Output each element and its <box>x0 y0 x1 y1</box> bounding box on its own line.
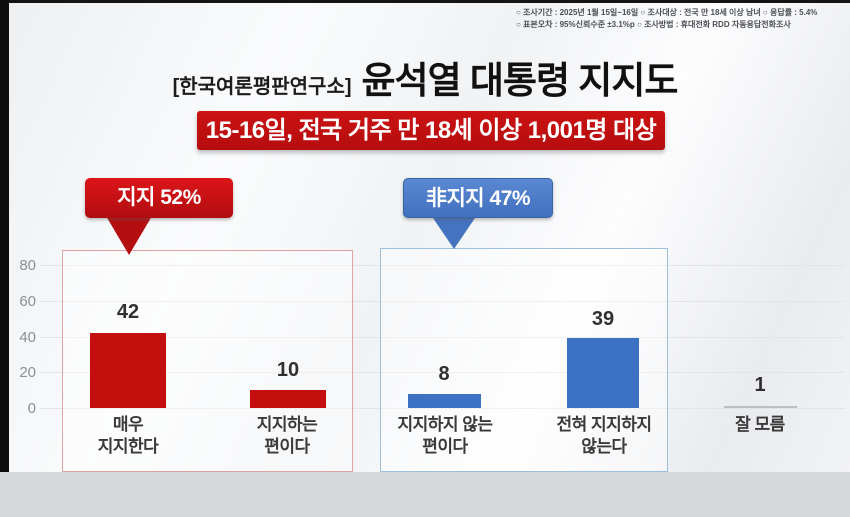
page-title: 윤석열 대통령 지지도 <box>361 60 679 101</box>
ytick-80: 80 <box>19 257 36 274</box>
bar-somewhat-support <box>250 390 326 408</box>
ytick-60: 60 <box>19 293 36 310</box>
category-label: 지지하는 편이다 <box>256 415 318 456</box>
category-label: 잘 모름 <box>735 415 785 434</box>
bar-somewhat-oppose <box>408 393 481 408</box>
value-label: 8 <box>438 363 450 385</box>
support-callout-pointer <box>106 216 152 255</box>
bar-dont-know <box>724 405 797 408</box>
bar-strongly-support <box>90 333 166 408</box>
value-label: 42 <box>116 301 140 323</box>
bottom-gray-band <box>0 472 850 517</box>
category-label: 전혀 지지하지 않는다 <box>556 415 652 456</box>
bar-strongly-oppose <box>567 338 639 408</box>
pollster-name: [한국여론평판연구소] <box>172 76 352 98</box>
survey-methodology-note: ○ 조사기간 : 2025년 1월 15일~16일 ○ 조사대상 : 전국 만 … <box>516 7 846 30</box>
gridline-0 <box>40 408 845 409</box>
survey-subject-banner: 15-16일, 전국 거주 만 18세 이상 1,001명 대상 <box>197 111 665 150</box>
left-black-strip <box>0 0 9 472</box>
ytick-40: 40 <box>19 329 36 346</box>
category-label: 지지하지 않는 편이다 <box>397 415 493 456</box>
top-border <box>0 0 850 3</box>
ytick-20: 20 <box>19 364 36 381</box>
gridline-40 <box>40 337 845 338</box>
value-label: 1 <box>754 374 766 396</box>
oppose-total-callout: 非지지 47% <box>403 178 553 218</box>
category-label: 매우 지지한다 <box>97 415 159 456</box>
survey-meta-line1: ○ 조사기간 : 2025년 1월 15일~16일 ○ 조사대상 : 전국 만 … <box>516 8 818 17</box>
gridline-80 <box>40 265 845 266</box>
survey-meta-line2: ○ 표본오차 : 95%신뢰수준 ±3.1%p ○ 조사방법 : 휴대전화 RD… <box>516 19 791 29</box>
ytick-0: 0 <box>27 400 36 417</box>
support-total-callout: 지지 52% <box>85 178 233 218</box>
title-row: [한국여론평판연구소] 윤석열 대통령 지지도 <box>0 50 850 104</box>
value-label: 39 <box>591 308 615 330</box>
gridline-20 <box>40 372 845 373</box>
gridline-60 <box>40 301 845 302</box>
value-label: 10 <box>276 359 300 381</box>
oppose-callout-pointer <box>431 215 477 249</box>
